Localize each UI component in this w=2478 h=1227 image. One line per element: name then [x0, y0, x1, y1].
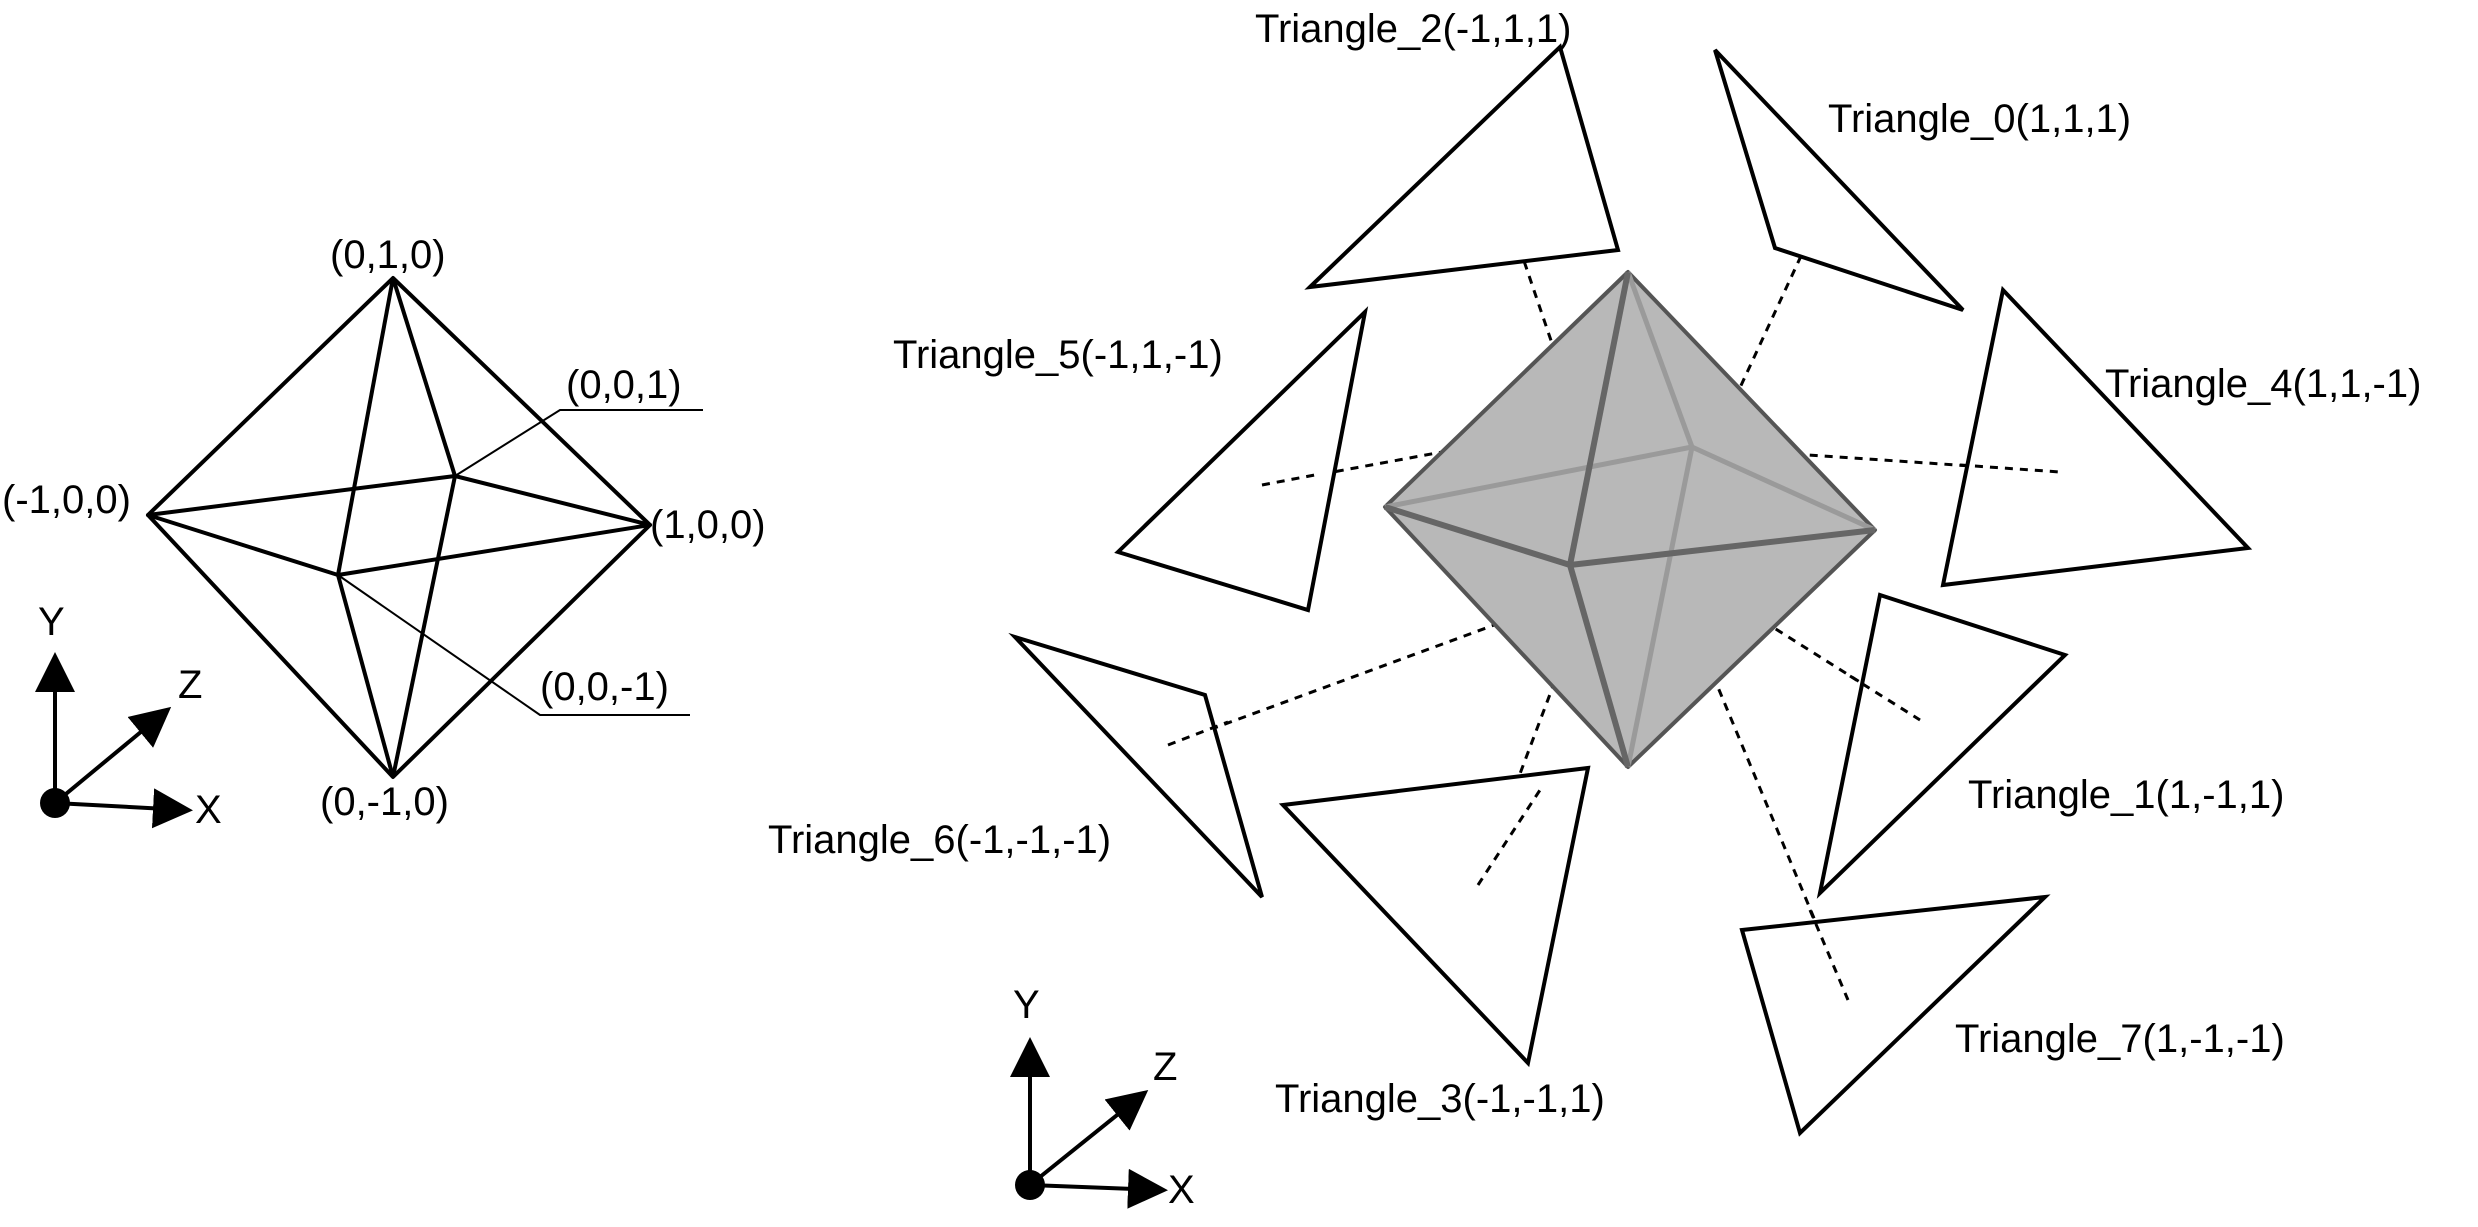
octahedron-edge — [336, 277, 395, 576]
vertex-label-right: (1,0,0) — [650, 503, 766, 547]
vertex-label-left: (-1,0,0) — [2, 478, 131, 522]
triangle-label-3: Triangle_3(-1,-1,1) — [1275, 1077, 1605, 1121]
normal-line-6-over — [1167, 720, 1229, 747]
normal-line-7-over — [1808, 909, 1850, 1001]
leader-line-front — [337, 574, 690, 716]
normal-line-6 — [1167, 608, 1536, 747]
axis-origin — [40, 788, 70, 818]
octahedron-front-edge — [1569, 527, 1876, 568]
face-normals-over — [1167, 463, 2061, 1001]
z-axis-label: Z — [1153, 1045, 1177, 1089]
vertex-label-bottom: (0,-1,0) — [320, 780, 449, 824]
normal-line-5-over — [1261, 472, 1321, 487]
triangle-label-5: Triangle_5(-1,1,-1) — [893, 333, 1223, 377]
triangle-labels: Triangle_2(-1,1,1) Triangle_0(1,1,1) Tri… — [768, 7, 2421, 1121]
octahedron-back-edge — [1625, 271, 1695, 448]
shaded-octahedron — [1383, 270, 1877, 769]
octahedron-back-edge — [1625, 446, 1695, 768]
octahedron-edge — [336, 574, 395, 778]
octahedron-shaded-body — [1383, 270, 1877, 769]
octahedron-back-edge — [1384, 444, 1693, 510]
triangle-4 — [1940, 285, 2253, 588]
vertex-label-back: (0,0,1) — [566, 363, 682, 407]
y-axis-label: Y — [38, 600, 65, 644]
octahedron-front-edge — [1384, 504, 1571, 568]
axes-right: Y X Z — [1010, 983, 1195, 1212]
triangle-0 — [1713, 48, 1965, 312]
triangle-label-0: Triangle_0(1,1,1) — [1828, 97, 2131, 141]
left-octahedron: (0,1,0) (0,-1,0) (-1,0,0) (1,0,0) (0,0,1… — [2, 233, 766, 824]
triangle-label-2: Triangle_2(-1,1,1) — [1255, 7, 1571, 51]
z-axis-arrow — [1028, 1089, 1149, 1187]
x-axis-label: X — [195, 788, 222, 832]
triangle-label-7: Triangle_7(1,-1,-1) — [1955, 1017, 2285, 1061]
triangles — [1008, 43, 2253, 1137]
y-axis-label: Y — [1013, 983, 1040, 1027]
octahedron-back-edge — [1690, 444, 1877, 533]
triangle-2 — [1304, 43, 1621, 290]
x-axis-arrow — [1029, 1168, 1168, 1209]
octahedron-edge — [391, 475, 457, 778]
triangle-1 — [1816, 592, 2069, 899]
triangle-label-6: Triangle_6(-1,-1,-1) — [768, 818, 1111, 862]
leader-line-back — [454, 409, 703, 477]
triangle-5 — [1114, 306, 1369, 613]
triangle-7 — [1739, 894, 2051, 1137]
triangle-3 — [1278, 765, 1591, 1068]
triangle-label-1: Triangle_1(1,-1,1) — [1968, 773, 2284, 817]
z-axis-label: Z — [178, 663, 202, 707]
normal-line-4-over — [1959, 463, 2061, 474]
vertex-label-front: (0,0,-1) — [540, 665, 669, 709]
axes-left: Y X Z — [35, 600, 222, 832]
x-axis-label: X — [1168, 1168, 1195, 1212]
vertex-label-top: (0,1,0) — [330, 233, 446, 277]
triangle-6 — [1008, 632, 1264, 899]
octahedron-front-edge — [1567, 564, 1631, 768]
octahedron-equator — [146, 474, 652, 577]
x-axis-arrow — [54, 788, 193, 829]
axis-origin — [1015, 1170, 1045, 1200]
triangle-label-4: Triangle_4(1,1,-1) — [2105, 362, 2421, 406]
normal-line-3-over — [1476, 789, 1542, 886]
z-axis-arrow — [53, 706, 172, 805]
octahedron-front-edge — [1567, 271, 1631, 566]
octahedron-edge — [391, 277, 457, 477]
